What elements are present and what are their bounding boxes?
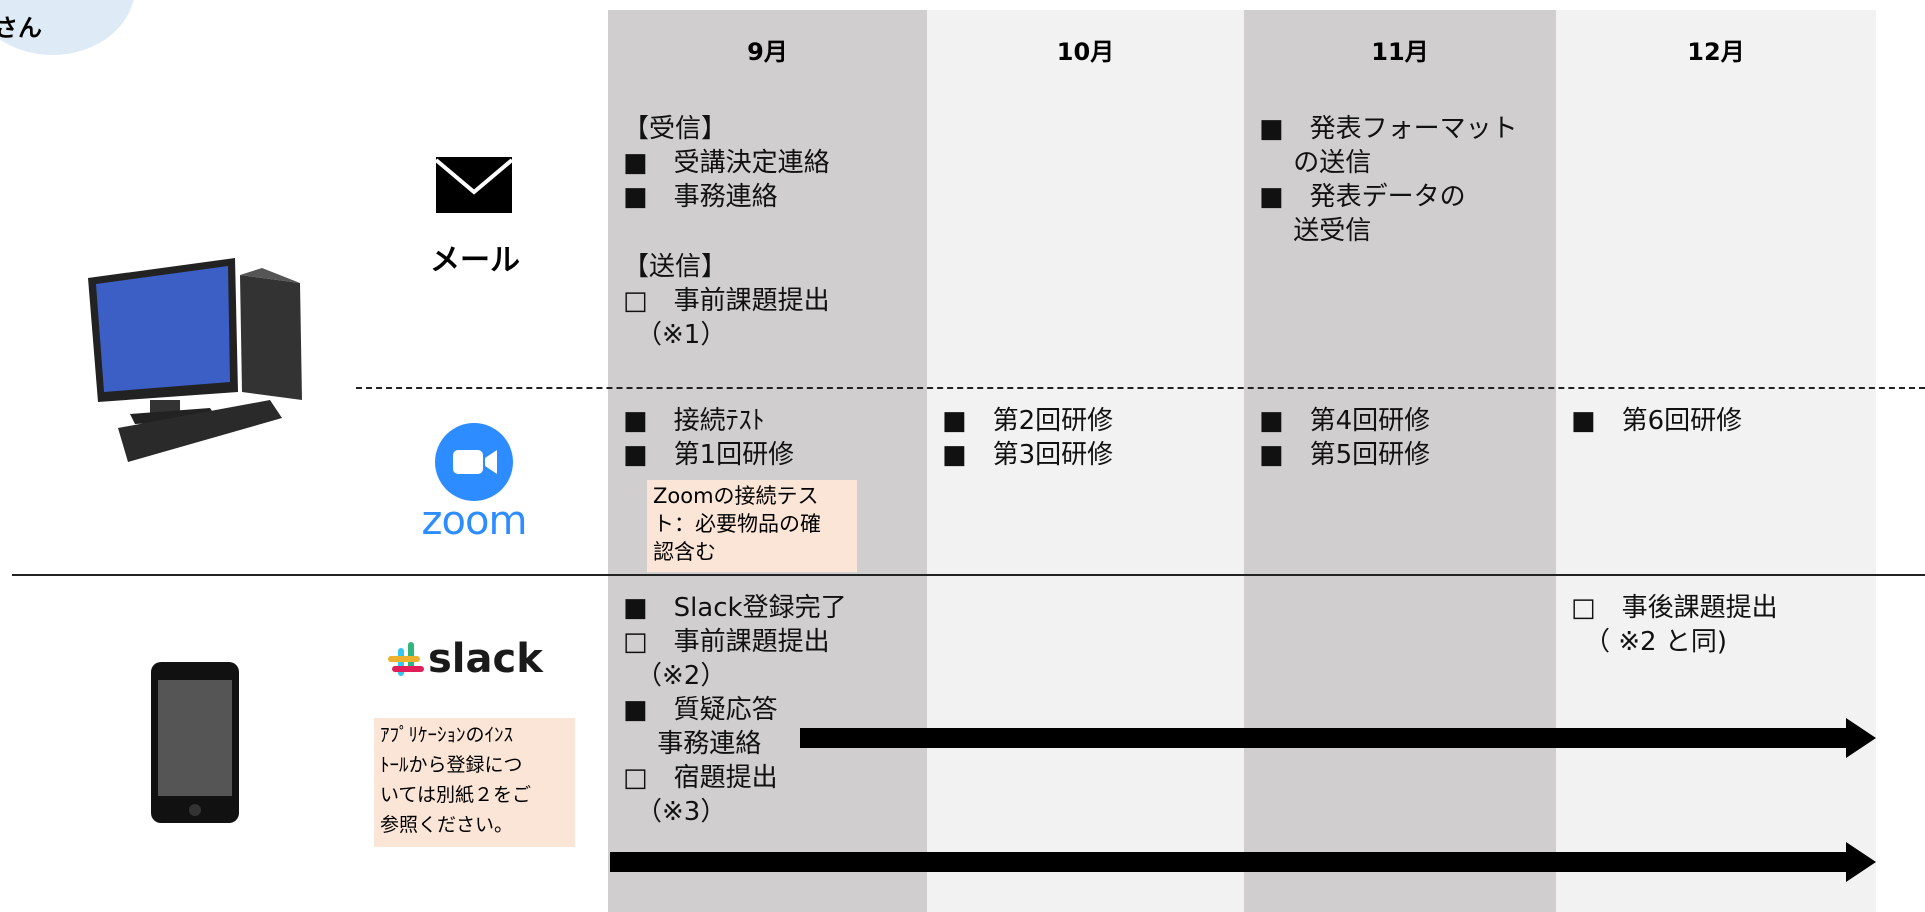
cell-line: ■ 第3回研修 <box>942 440 1114 470</box>
zoom-logo: zoom <box>421 498 528 544</box>
mail-icon <box>434 157 514 213</box>
computer-icon <box>88 258 302 462</box>
note-line: ﾄｰﾙから登録につ <box>380 754 523 776</box>
cell-line: ■ 発表データの <box>1259 182 1466 212</box>
cell-line: （※3） <box>623 797 727 827</box>
cell-line: （ ※2 と同) <box>1571 627 1728 657</box>
slack-note: ｱﾌﾟﾘｹｰｼｮﾝのｲﾝｽ ﾄｰﾙから登録につ いては別紙２をご 参照ください。 <box>374 718 575 847</box>
note-line: 参照ください。 <box>380 814 514 836</box>
dashed-divider <box>356 387 1925 389</box>
cell-line: □ 事前課題提出 <box>623 627 830 657</box>
cell-line: （※1） <box>623 320 727 350</box>
mail-label: メール <box>430 243 520 278</box>
cell-line: ■ 質疑応答 <box>623 695 778 725</box>
month-column: 12月 <box>1556 10 1876 912</box>
cell-line: （※2） <box>623 661 727 691</box>
cell-line: 【送信】 <box>623 252 728 282</box>
cell-line: □ 事前課題提出 <box>623 286 830 316</box>
cell-line: ■ 第4回研修 <box>1259 406 1431 436</box>
cell-line: ■ 第2回研修 <box>942 406 1114 436</box>
slack-icon <box>388 642 424 676</box>
month-header: 9月 <box>747 38 788 66</box>
cell-line: ■ Slack登録完了 <box>623 593 847 623</box>
badge-text: さん <box>0 14 42 42</box>
arrows <box>610 718 1876 882</box>
cell-line: ■ 受講決定連絡 <box>623 148 830 178</box>
month-header: 10月 <box>1056 38 1115 66</box>
cell-line: ■ 事務連絡 <box>623 182 778 212</box>
cell-line: 事務連絡 <box>623 729 762 759</box>
cell-line: 送受信 <box>1259 216 1372 246</box>
note-line: いては別紙２をご <box>380 784 532 806</box>
cell-line: の送信 <box>1259 148 1372 178</box>
note-line: ｱﾌﾟﾘｹｰｼｮﾝのｲﾝｽ <box>380 724 514 746</box>
solid-divider <box>12 574 1925 576</box>
month-column: 9月 <box>608 10 927 912</box>
cell-line: ■ 接続ﾃｽﾄ <box>623 406 765 436</box>
month-header: 11月 <box>1371 38 1429 66</box>
month-column: 10月 <box>927 10 1244 912</box>
cell-line: 【受信】 <box>623 114 728 144</box>
cell-line: ■ 第5回研修 <box>1259 440 1431 470</box>
note-line: Zoomの接続テス <box>653 484 819 508</box>
slack-logo: slack <box>428 636 543 682</box>
note-line: ト：必要物品の確 <box>653 512 821 536</box>
cell-line: ■ 発表フォーマット <box>1259 114 1518 144</box>
zoom-note: Zoomの接続テス ト：必要物品の確 認含む <box>647 480 857 572</box>
cell-line: ■ 第1回研修 <box>623 440 795 470</box>
cell-line: ■ 第6回研修 <box>1571 406 1743 436</box>
month-header: 12月 <box>1687 38 1745 66</box>
phone-icon <box>151 662 239 823</box>
zoom-icon <box>435 423 513 501</box>
cell-line: □ 事後課題提出 <box>1571 593 1778 623</box>
cell-line: □ 宿題提出 <box>623 763 778 793</box>
note-line: 認含む <box>653 540 716 564</box>
month-column: 11月 <box>1244 10 1556 912</box>
